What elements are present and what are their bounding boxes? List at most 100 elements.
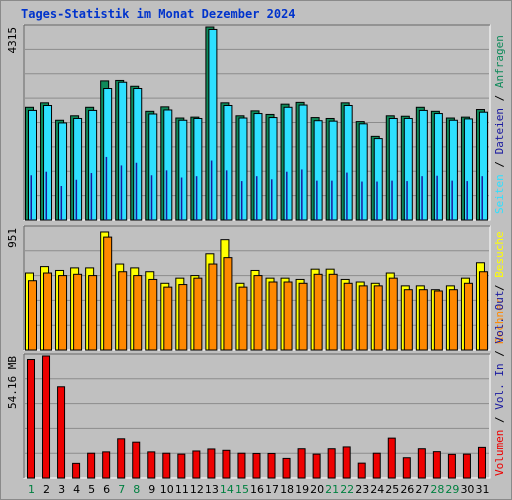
- bar-seiten: [328, 120, 338, 221]
- bar-rechner: [163, 286, 173, 351]
- bar-dateien: [135, 162, 138, 220]
- x-axis-day-label: 11: [175, 483, 189, 496]
- x-axis-day-label: 8: [133, 483, 140, 496]
- bar-volumen: [252, 452, 261, 479]
- bar-dateien: [60, 186, 63, 220]
- legend-entry: Vol. In: [493, 363, 506, 409]
- bar-volumen: [357, 462, 366, 479]
- bar-rechner: [373, 285, 383, 351]
- bar-seiten: [73, 117, 83, 221]
- bar-rechner: [463, 282, 473, 351]
- x-axis-day-label: 31: [475, 483, 489, 496]
- bar-rechner: [433, 290, 443, 351]
- bar-seiten: [88, 109, 98, 221]
- bar-rechner: [193, 277, 203, 351]
- legend-entry: Volumen: [493, 430, 506, 476]
- x-axis-day-label: 6: [103, 483, 110, 496]
- x-axis-day-label: 14: [220, 483, 234, 496]
- bar-rechner: [388, 277, 398, 351]
- bar-dateien: [120, 165, 123, 220]
- bar-volumen: [387, 437, 396, 479]
- bar-dateien: [255, 176, 258, 220]
- bar-seiten: [148, 113, 158, 221]
- bar-volumen: [192, 450, 201, 479]
- bar-volumen: [312, 453, 321, 479]
- legend-entry: Seiten: [493, 174, 506, 214]
- bar-dateien: [391, 180, 393, 220]
- bar-dateien: [346, 172, 348, 220]
- x-axis-day-label: 25: [385, 483, 399, 496]
- bar-seiten: [463, 118, 473, 221]
- bar-seiten: [313, 120, 323, 221]
- bar-volumen: [297, 448, 306, 479]
- bar-seiten: [298, 104, 308, 221]
- bar-volumen: [417, 448, 426, 479]
- bar-volumen: [402, 457, 411, 479]
- bar-dateien: [30, 175, 32, 220]
- legend-entry: Vol. Out: [493, 291, 506, 344]
- bar-rechner: [208, 263, 218, 351]
- legend-separator: /: [493, 410, 506, 430]
- bar-seiten: [43, 104, 53, 221]
- bar-rechner: [253, 275, 263, 351]
- bar-dateien: [105, 156, 108, 220]
- legend-visits-hosts: Rechner / Besuche: [493, 231, 506, 344]
- bar-dateien: [240, 181, 243, 220]
- x-axis-day-label: 24: [370, 483, 384, 496]
- legend-volume: Volumen / Vol. In / Vol. Out: [493, 291, 506, 476]
- bar-rechner: [478, 271, 488, 351]
- y-axis-max-label: 951: [6, 228, 19, 248]
- bar-volumen: [267, 452, 276, 479]
- bar-volumen: [42, 355, 51, 479]
- bar-volumen: [102, 451, 111, 479]
- bar-seiten: [103, 88, 113, 221]
- bar-dateien: [451, 180, 453, 220]
- legend-separator: /: [493, 88, 506, 108]
- bar-rechner: [328, 273, 338, 351]
- x-axis-day-label: 1: [28, 483, 35, 496]
- bar-seiten: [238, 117, 248, 221]
- bar-seiten: [178, 119, 188, 221]
- y-axis-max-label: 4315: [6, 27, 19, 54]
- bar-dateien: [481, 176, 483, 220]
- bar-dateien: [150, 175, 153, 220]
- x-axis-day-label: 28: [430, 483, 444, 496]
- bar-dateien: [195, 176, 198, 220]
- bar-dateien: [331, 180, 333, 220]
- bar-rechner: [268, 281, 278, 351]
- bar-seiten: [373, 138, 383, 221]
- bar-volumen: [72, 462, 81, 479]
- bar-volumen: [27, 359, 35, 479]
- bar-volumen: [207, 448, 216, 479]
- bar-volumen: [342, 446, 351, 479]
- legend-separator: /: [493, 154, 506, 174]
- legend-entry: Anfragen: [493, 35, 506, 88]
- bar-rechner: [28, 280, 37, 351]
- bar-rechner: [103, 236, 113, 351]
- chart-title: Tages-Statistik im Monat Dezember 2024: [21, 7, 296, 21]
- x-axis-day-label: 19: [295, 483, 309, 496]
- legend-entry: Besuche: [493, 231, 506, 277]
- bar-rechner: [448, 289, 458, 351]
- bar-volumen: [147, 451, 156, 479]
- bar-seiten: [163, 109, 173, 221]
- legend-separator: /: [493, 278, 506, 298]
- x-axis-day-label: 3: [58, 483, 65, 496]
- bar-dateien: [421, 176, 423, 220]
- bar-seiten: [433, 113, 443, 221]
- bar-rechner: [298, 282, 308, 351]
- x-axis-day-label: 18: [280, 483, 294, 496]
- bar-seiten: [193, 117, 203, 221]
- bar-rechner: [43, 272, 53, 351]
- bar-seiten: [403, 117, 413, 221]
- bar-seiten: [343, 104, 353, 221]
- bar-seiten: [133, 88, 143, 221]
- bar-volumen: [177, 453, 186, 479]
- bar-rechner: [418, 289, 428, 351]
- bar-rechner: [358, 285, 368, 351]
- bar-rechner: [313, 273, 323, 351]
- bar-seiten: [208, 28, 218, 221]
- bar-volumen: [162, 452, 171, 479]
- bar-volumen: [432, 451, 441, 479]
